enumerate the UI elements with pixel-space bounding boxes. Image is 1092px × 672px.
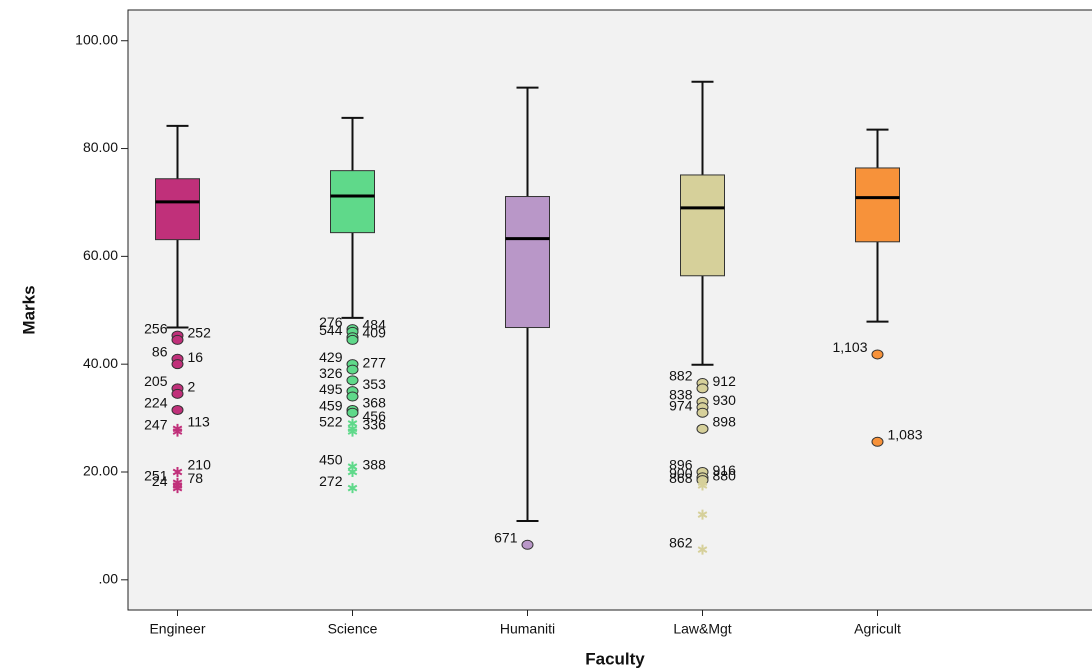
outlier-circle (171, 334, 184, 345)
outlier-circle (521, 539, 534, 550)
outlier-circle (871, 436, 884, 447)
outlier-label: 409 (363, 325, 387, 341)
outlier-label: 868 (669, 470, 693, 486)
outlier-circle (346, 375, 359, 386)
outlier-star (172, 426, 183, 437)
outlier-label: 450 (319, 451, 343, 467)
box (505, 196, 550, 329)
outlier-label: 205 (144, 373, 168, 389)
y-tick-label: 100.00 (75, 31, 118, 47)
outlier-label: 277 (363, 354, 387, 370)
outlier-label: 368 (363, 395, 387, 411)
y-tick-label: .00 (99, 571, 119, 587)
outlier-label: 251 (144, 467, 168, 483)
outlier-circle (171, 405, 184, 415)
outlier-circle (696, 407, 709, 418)
outlier-label: 353 (363, 376, 387, 392)
outlier-label: 210 (188, 457, 212, 473)
outlier-label: 484 (363, 317, 387, 333)
outlier-label: 16 (188, 349, 204, 365)
outlier-star (347, 483, 358, 494)
x-tick-label: Humaniti (500, 621, 555, 637)
outlier-label: 1,083 (888, 427, 923, 443)
outlier-star (172, 483, 183, 494)
outlier-label: 252 (188, 325, 212, 341)
outlier-circle (871, 349, 884, 360)
x-tick-label: Engineer (149, 621, 205, 637)
outlier-circle (346, 364, 359, 375)
outlier-circle (346, 391, 359, 402)
outlier-label: 898 (713, 414, 737, 430)
outlier-star (347, 426, 358, 437)
outlier-label: 916 (713, 462, 737, 478)
outlier-label: 86 (152, 343, 168, 359)
x-axis-label: Faculty (585, 649, 645, 668)
outlier-label: 900 (669, 465, 693, 481)
outlier-label: 456 (363, 408, 387, 424)
outlier-circle (346, 334, 359, 345)
y-tick-label: 60.00 (83, 247, 118, 263)
outlier-circle (171, 359, 184, 370)
outlier-label: 224 (144, 395, 168, 411)
outlier-circle (171, 388, 184, 399)
box (155, 178, 200, 241)
outlier-label: 862 (669, 534, 693, 550)
outlier-label: 256 (144, 320, 168, 336)
outlier-label: 78 (188, 470, 204, 486)
outlier-label: 880 (713, 467, 737, 483)
outlier-star (697, 509, 708, 520)
x-tick-label: Law&Mgt (673, 621, 731, 637)
outlier-label: 326 (319, 365, 343, 381)
outlier-label: 388 (363, 457, 387, 473)
outlier-label: 522 (319, 414, 343, 430)
y-tick-label: 80.00 (83, 139, 118, 155)
outlier-star (697, 544, 708, 555)
outlier-label: 974 (669, 397, 693, 413)
x-tick-label: Science (328, 621, 378, 637)
box (855, 167, 900, 243)
outlier-star (347, 466, 358, 477)
outlier-label: 912 (713, 373, 737, 389)
outlier-star (697, 480, 708, 491)
y-tick-label: 40.00 (83, 355, 118, 371)
outlier-star (172, 466, 183, 477)
outlier-label: 671 (494, 529, 518, 545)
outlier-circle (696, 423, 709, 434)
outlier-label: 24 (152, 473, 168, 489)
outlier-label: 2 (188, 379, 196, 395)
outlier-circle (346, 407, 359, 418)
box (330, 170, 375, 234)
y-tick-label: 20.00 (83, 463, 118, 479)
outlier-label: 838 (669, 387, 693, 403)
outlier-label: 336 (363, 416, 387, 432)
outlier-label: 247 (144, 416, 168, 432)
y-axis-label: Marks (19, 285, 38, 334)
outlier-label: 495 (319, 381, 343, 397)
outlier-label: 276 (319, 314, 343, 330)
outlier-label: 113 (188, 414, 211, 430)
outlier-label: 272 (319, 473, 343, 489)
box (680, 174, 725, 277)
outlier-label: 930 (713, 392, 737, 408)
outlier-label: 459 (319, 397, 343, 413)
outlier-label: 882 (669, 368, 693, 384)
outlier-label: 896 (669, 457, 693, 473)
plot-area (127, 9, 1092, 611)
outlier-label: 544 (319, 322, 343, 338)
outlier-label: 429 (319, 349, 343, 365)
x-tick-label: Agricult (854, 621, 901, 637)
outlier-label: 1,103 (832, 339, 867, 355)
outlier-circle (696, 383, 709, 394)
